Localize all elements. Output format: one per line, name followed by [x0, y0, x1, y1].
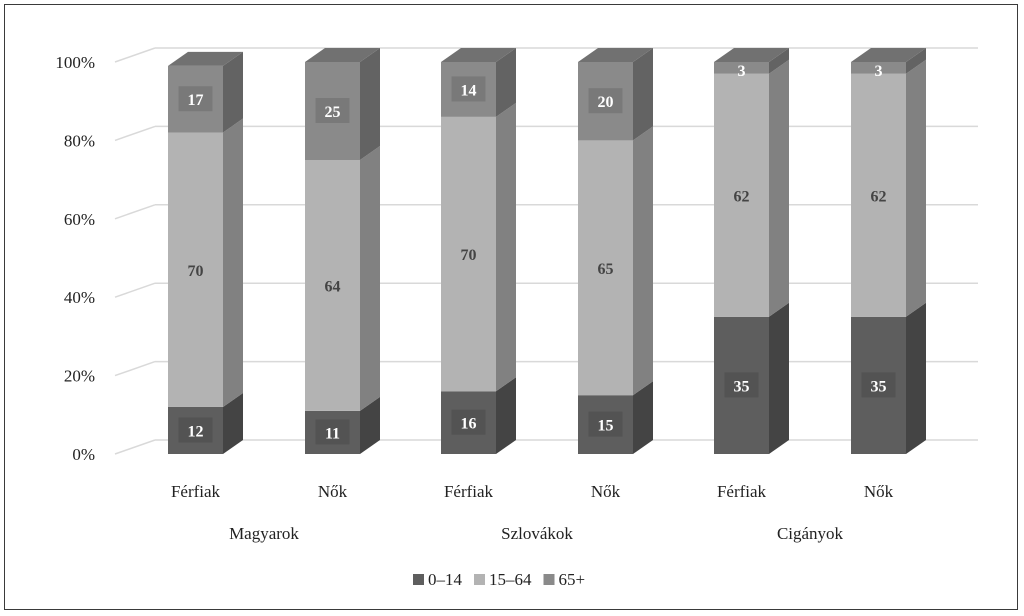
bar-segment-top [578, 48, 653, 62]
x-category-label: Férfiak [171, 482, 221, 501]
bar-segment-side [633, 381, 653, 454]
bar-segment-side [496, 48, 516, 117]
data-label: 15 [598, 418, 614, 435]
gridline-edge [114, 360, 156, 377]
bar-segment-side [223, 118, 243, 407]
bar-segment-side [906, 48, 926, 74]
data-label-box [861, 372, 896, 398]
data-label: 62 [734, 188, 750, 205]
bar-segment-side [223, 51, 243, 133]
data-label-box [451, 76, 486, 102]
data-label: 64 [325, 278, 341, 295]
data-label: 14 [461, 82, 477, 99]
bar-segment-side [496, 377, 516, 454]
bar-segment-top [305, 48, 380, 62]
bar-segment [714, 73, 769, 317]
gridline-edge [114, 282, 156, 298]
legend-swatch [543, 574, 555, 585]
data-label-box [315, 98, 350, 123]
data-label: 70 [188, 263, 204, 280]
bar-segment-side [633, 48, 653, 141]
data-label: 70 [461, 247, 477, 264]
gridline-edge [114, 47, 156, 63]
data-label: 62 [871, 188, 887, 205]
data-label-box [451, 409, 486, 435]
data-label-box [588, 411, 623, 437]
bar-segment-side [906, 302, 926, 454]
bar-segment-side [360, 396, 380, 454]
y-tick-label: 100% [55, 53, 95, 72]
y-tick-label: 60% [64, 210, 95, 229]
data-label: 65 [598, 261, 614, 278]
y-tick-label: 80% [64, 131, 95, 150]
data-label-box [178, 86, 213, 112]
legend-swatch [413, 574, 424, 585]
legend-swatch [474, 574, 485, 585]
bar-segment-top [714, 48, 789, 62]
bar-segment-side [769, 302, 789, 454]
x-category-label: Nők [318, 482, 348, 501]
bar-segment-top [851, 48, 926, 62]
y-tick-label: 20% [64, 367, 95, 386]
data-label: 25 [325, 104, 341, 121]
bar-segment-side [633, 126, 653, 396]
gridline-edge [114, 125, 156, 142]
x-category-label: Férfiak [717, 482, 767, 501]
data-label: 12 [188, 423, 204, 440]
y-tick-label: 0% [72, 445, 95, 464]
gridline-edge [114, 204, 156, 220]
data-label-box [588, 88, 623, 114]
bar-segment [851, 62, 906, 74]
bar-segment [441, 116, 496, 392]
data-label-box [315, 419, 350, 445]
data-label: 11 [325, 425, 340, 442]
data-label-box [178, 417, 213, 443]
bar-segment [168, 132, 223, 407]
y-tick-label: 40% [64, 288, 95, 307]
legend-label: 65+ [559, 570, 586, 589]
bar-segment-side [769, 59, 789, 317]
bar-segment-top [168, 51, 243, 66]
x-category-label: Nők [591, 482, 621, 501]
data-label-box [724, 372, 759, 398]
x-group-label: Szlovákok [501, 524, 573, 543]
data-label: 35 [734, 378, 750, 395]
bar-segment [305, 160, 360, 411]
data-label: 17 [188, 92, 204, 109]
gridline-edge [114, 439, 156, 455]
x-category-label: Férfiak [444, 482, 494, 501]
data-label: 3 [875, 63, 883, 80]
bar-segment [578, 140, 633, 396]
bar-segment [851, 73, 906, 317]
bar-segment-side [496, 102, 516, 392]
legend-label: 0–14 [428, 570, 463, 589]
bar-segment-side [906, 59, 926, 317]
data-label: 16 [461, 416, 477, 433]
bar-segment-side [360, 48, 380, 160]
bar-segment-top [441, 48, 516, 62]
bar-segment [714, 62, 769, 74]
data-label: 20 [598, 94, 614, 111]
x-category-label: Nők [864, 482, 894, 501]
bar-segment-side [769, 48, 789, 74]
x-group-label: Cigányok [777, 524, 844, 543]
data-label: 3 [738, 63, 746, 80]
legend-label: 15–64 [489, 570, 532, 589]
data-label: 35 [871, 378, 887, 395]
bar-segment-side [360, 146, 380, 411]
x-group-label: Magyarok [229, 524, 299, 543]
bar-segment-side [223, 392, 243, 454]
